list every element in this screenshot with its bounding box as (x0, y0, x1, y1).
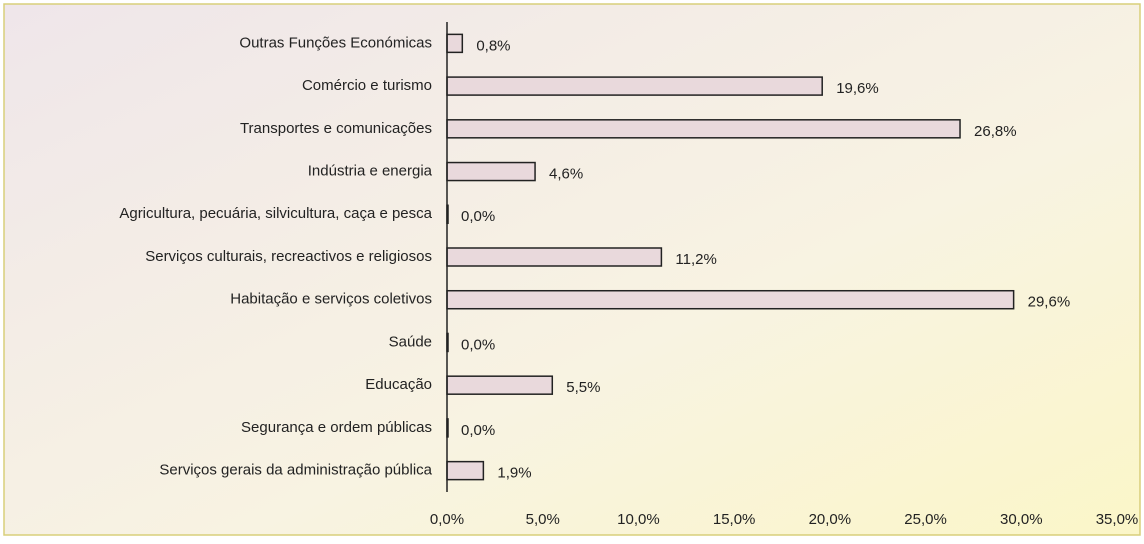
y-tick-label: Transportes e comunicações (240, 120, 432, 137)
data-label: 1,9% (497, 465, 531, 482)
y-tick-label: Comércio e turismo (302, 77, 432, 94)
y-tick-label: Serviços gerais da administração pública (159, 462, 432, 479)
y-tick-label: Agricultura, pecuária, silvicultura, caç… (119, 205, 432, 222)
data-label: 0,8% (476, 37, 510, 54)
y-tick-label: Educação (365, 376, 432, 393)
x-tick-label: 25,0% (904, 511, 947, 528)
bar (446, 460, 485, 481)
data-label: 0,0% (461, 208, 495, 225)
y-tick-label: Habitação e serviços coletivos (230, 291, 432, 308)
bar (446, 247, 663, 267)
data-label: 26,8% (974, 123, 1017, 140)
bar (446, 375, 554, 395)
data-label: 4,6% (549, 166, 583, 183)
x-tick-label: 35,0% (1096, 511, 1139, 528)
x-tick-label: 0,0% (430, 511, 464, 528)
bar (446, 33, 464, 54)
bar (446, 76, 823, 96)
y-tick-label: Outras Funções Económicas (239, 34, 432, 51)
y-tick-label: Serviços culturais, recreactivos e relig… (145, 248, 432, 265)
data-label: 29,6% (1028, 294, 1071, 311)
bar (446, 289, 1015, 310)
y-tick-label: Segurança e ordem públicas (241, 419, 432, 436)
x-tick-label: 10,0% (617, 511, 660, 528)
data-label: 11,2% (675, 251, 716, 268)
x-tick-label: 20,0% (809, 511, 852, 528)
data-label: 0,0% (461, 422, 495, 439)
data-label: 0,0% (461, 336, 495, 353)
x-tick-label: 15,0% (713, 511, 756, 528)
x-tick-label: 5,0% (526, 511, 560, 528)
data-label: 5,5% (566, 379, 600, 396)
y-tick-label: Saúde (389, 333, 432, 350)
x-tick-label: 30,0% (1000, 511, 1043, 528)
data-label: 19,6% (836, 80, 879, 97)
y-tick-label: Indústria e energia (308, 163, 433, 180)
bar (446, 161, 536, 182)
bar (446, 119, 961, 139)
